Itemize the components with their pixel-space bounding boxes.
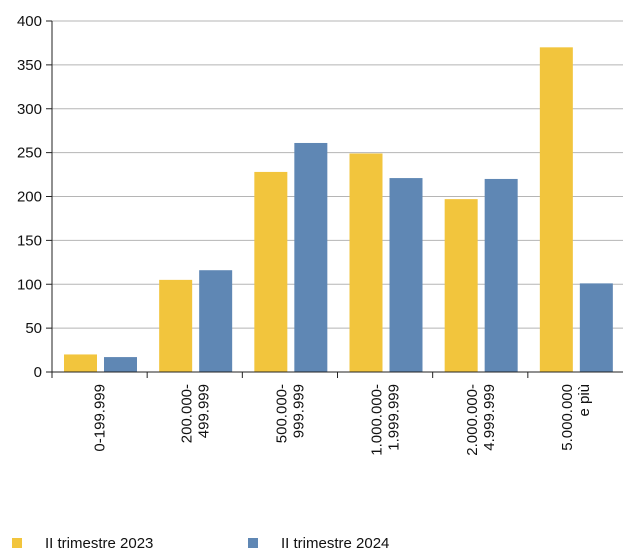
gridlines xyxy=(52,20,623,329)
x-category-label-line: 5.000.000 xyxy=(559,384,576,451)
bar-2023-1 xyxy=(159,279,193,372)
y-tick-label: 250 xyxy=(17,145,42,162)
y-tick-label: 0 xyxy=(34,364,42,381)
x-category-label: 2.000.000- 4.999.999 xyxy=(464,384,498,456)
x-category-label-line: 500.000- xyxy=(273,384,290,443)
bar-2023-3 xyxy=(349,153,383,372)
bar-2024-3 xyxy=(389,178,423,372)
legend-label: II trimestre 2024 xyxy=(281,535,389,550)
x-category-label: 200.000- 499.999 xyxy=(178,384,212,443)
x-category-label-line: 4.999.999 xyxy=(481,384,498,451)
y-tick-label: 400 xyxy=(17,13,42,30)
bars xyxy=(64,47,613,372)
y-tick-label: 100 xyxy=(17,276,42,293)
y-tick-label: 50 xyxy=(25,320,42,337)
x-category-label-line: 0-199.999 xyxy=(92,384,109,452)
bar-2023-5 xyxy=(539,47,573,372)
bar-2024-5 xyxy=(579,283,613,372)
bar-2024-1 xyxy=(199,270,233,372)
x-category-label: 0-199.999 xyxy=(92,384,109,452)
legend-label: II trimestre 2023 xyxy=(45,535,153,550)
bar-2024-0 xyxy=(104,357,137,372)
legend-swatch xyxy=(248,538,258,548)
x-category-label-line: 200.000- xyxy=(178,384,195,443)
x-category-label-line: 2.000.000- xyxy=(464,384,481,456)
bar-2023-2 xyxy=(254,171,288,372)
x-category-label: 5.000.000 e più xyxy=(559,384,593,451)
x-category-label-line: 999.999 xyxy=(290,384,307,438)
x-category-label-line: e più xyxy=(576,384,593,417)
legend: II trimestre 2023 II trimestre 2024 xyxy=(12,535,389,550)
x-category-label-line: 1.000.000- xyxy=(369,384,386,456)
x-category-label: 1.000.000- 1.999.999 xyxy=(369,384,403,456)
legend-swatch xyxy=(12,538,22,548)
y-tick-label: 150 xyxy=(17,232,42,249)
x-axis-labels: 0-199.999 200.000- 499.999 500.000- 999.999 1… xyxy=(92,384,593,456)
axes xyxy=(51,21,623,378)
x-category-label-line: 499.999 xyxy=(195,384,212,438)
bar-2024-4 xyxy=(484,178,518,372)
bar-2023-0 xyxy=(64,354,97,372)
bar-2024-2 xyxy=(294,142,328,372)
y-tick-label: 300 xyxy=(17,101,42,118)
bar-2023-4 xyxy=(444,199,478,372)
x-category-label-line: 1.999.999 xyxy=(386,384,403,451)
y-axis-ticks: 0 50 100 150 200 250 300 350 400 xyxy=(17,13,52,381)
y-tick-label: 200 xyxy=(17,189,42,206)
x-category-label: 500.000- 999.999 xyxy=(273,384,307,443)
y-tick-label: 350 xyxy=(17,57,42,74)
